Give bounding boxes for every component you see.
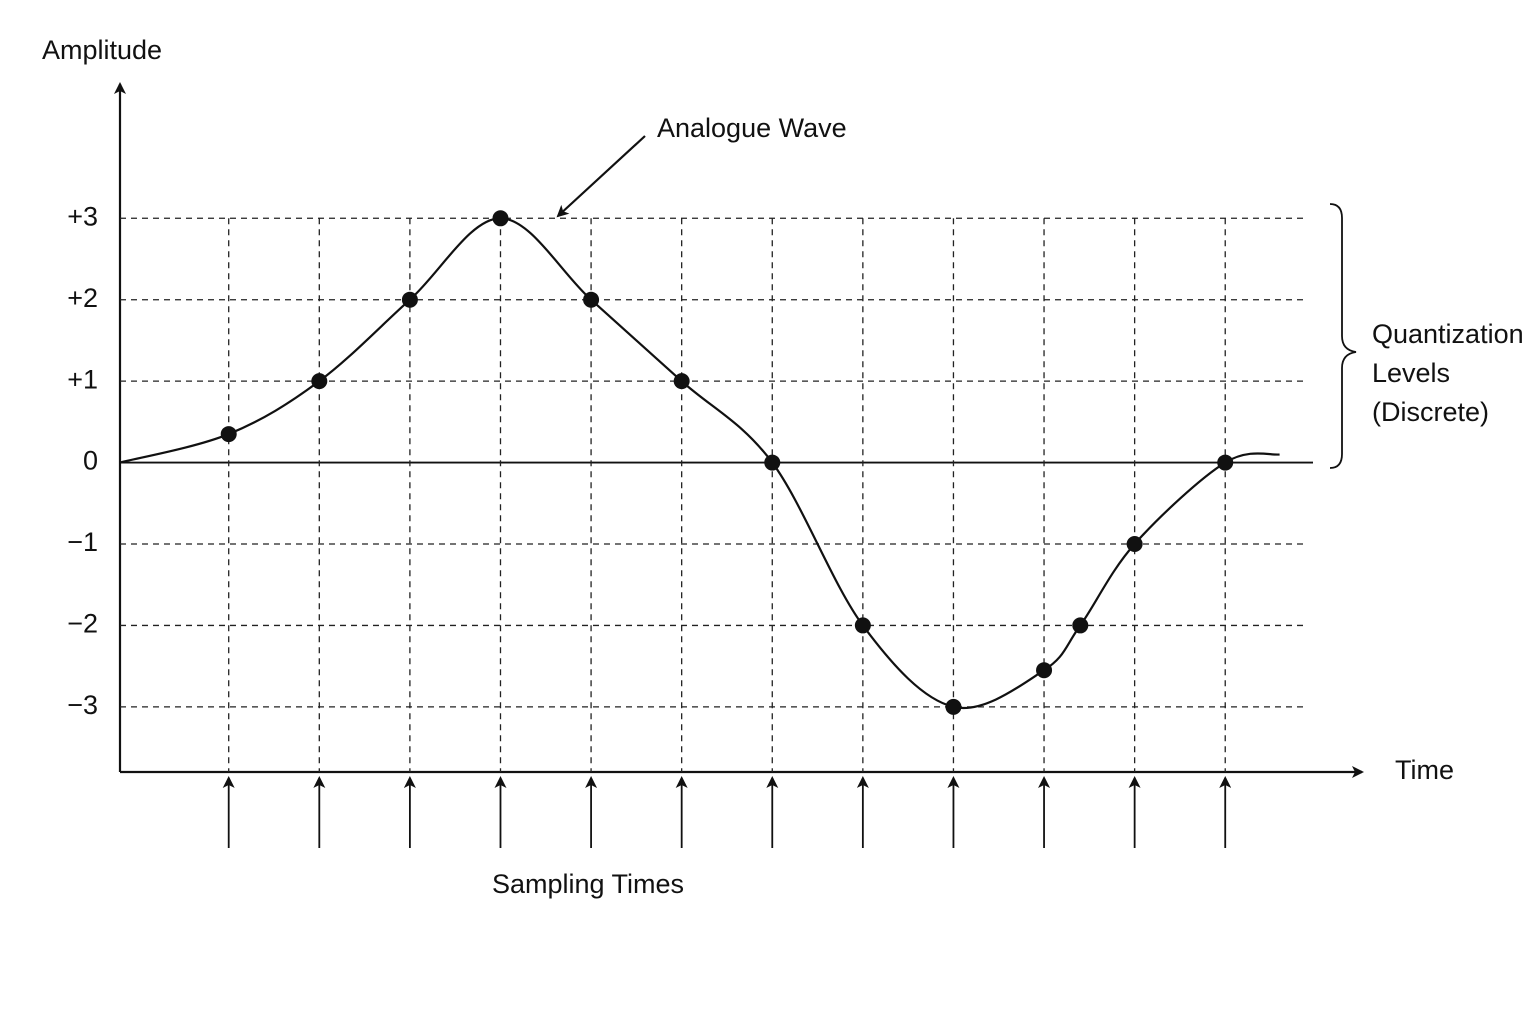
sample-point: [764, 454, 781, 471]
sample-point: [1217, 454, 1234, 471]
y-tick-label: +3: [67, 201, 98, 231]
y-tick-label: −3: [67, 690, 98, 720]
sample-point: [1036, 662, 1053, 679]
y-tick-label: 0: [83, 446, 98, 476]
wave-curve: [119, 217, 1280, 710]
y-tick-label: −2: [67, 609, 98, 639]
x-axis-label: Time: [1395, 755, 1454, 785]
annotation-arrow: [556, 135, 646, 218]
sample-point: [854, 617, 871, 634]
sampling-label: Sampling Times: [492, 869, 684, 899]
sample-point: [673, 373, 690, 390]
sample-point: [583, 291, 600, 308]
bracket-label: Levels: [1372, 358, 1450, 388]
bracket-label: (Discrete): [1372, 397, 1489, 427]
sample-point: [1126, 536, 1143, 552]
sample-point: [311, 373, 328, 390]
y-tick-label: +2: [67, 283, 98, 313]
sample-point: [401, 291, 418, 308]
sample-point: [945, 698, 962, 715]
bracket-label: Quantization: [1372, 319, 1524, 349]
wave-annotation: Analogue Wave: [657, 113, 847, 143]
y-tick-label: −1: [67, 527, 98, 557]
bracket: [1329, 203, 1357, 469]
y-axis-label: Amplitude: [42, 35, 162, 65]
sample-point: [492, 210, 509, 227]
y-tick-label: +1: [67, 364, 98, 394]
sample-point: [1072, 617, 1089, 634]
sample-point: [220, 426, 237, 443]
